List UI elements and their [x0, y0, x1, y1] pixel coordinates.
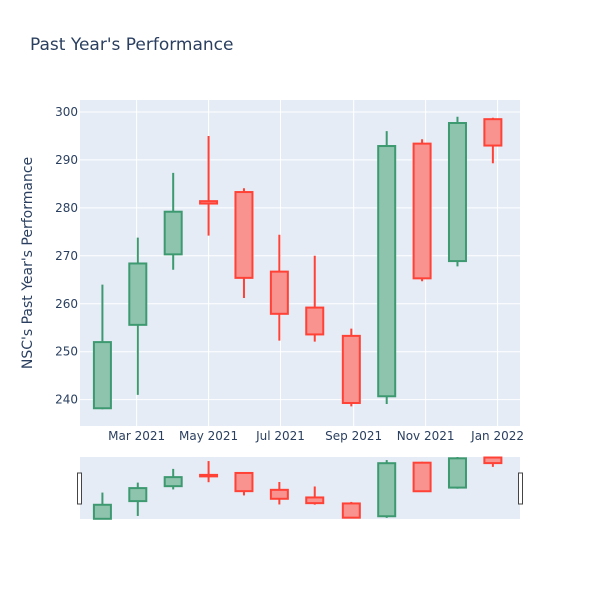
y-tick-label: 260 — [55, 297, 78, 311]
slider-candle-body — [412, 461, 432, 493]
y-tick-label: 300 — [55, 105, 78, 119]
slider-candle-increasing — [447, 457, 467, 489]
y-gridlines — [80, 111, 520, 401]
slider-candle-decreasing — [269, 482, 289, 505]
x-tick-labels: Mar 2021 May 2021 Jul 2021 Sep 2021 Nov 2021… — [108, 429, 524, 443]
candle-increasing[interactable] — [447, 116, 467, 267]
slider-candle-increasing — [92, 492, 112, 520]
slider-candle-increasing — [128, 482, 148, 516]
candle-decreasing[interactable] — [234, 188, 254, 298]
range-slider-right-handle[interactable] — [518, 472, 523, 505]
x-tick-label: Sep 2021 — [325, 429, 382, 443]
x-tick-label: Jan 2022 — [470, 429, 524, 443]
x-tick-label: Nov 2021 — [397, 429, 455, 443]
candle-body — [412, 142, 432, 280]
candle-body — [92, 341, 112, 410]
range-slider-left-handle[interactable] — [77, 472, 82, 505]
candle-increasing[interactable] — [128, 237, 148, 395]
candle-body — [163, 210, 183, 256]
slider-candle-increasing — [163, 468, 183, 490]
candle-body — [341, 334, 361, 404]
x-tick-label: May 2021 — [179, 429, 238, 443]
slider-candle-body — [199, 473, 219, 478]
y-tick-label: 270 — [55, 249, 78, 263]
slider-candle-body — [269, 488, 289, 500]
candle-decreasing[interactable] — [305, 255, 325, 342]
y-tick-label: 280 — [55, 201, 78, 215]
candle-body — [483, 118, 503, 147]
candle-body — [234, 191, 254, 279]
plot-area — [80, 100, 520, 426]
x-tick-label: Mar 2021 — [108, 429, 165, 443]
slider-candle-decreasing — [412, 461, 432, 493]
candle-body — [199, 200, 219, 205]
slider-candle-body — [92, 503, 112, 520]
slider-candle-body — [163, 476, 183, 488]
candle-body — [305, 306, 325, 336]
slider-candle-decreasing — [305, 486, 325, 505]
candle-decreasing[interactable] — [483, 117, 503, 164]
slider-candle-decreasing — [234, 471, 254, 496]
candle-body — [269, 270, 289, 315]
candle-decreasing[interactable] — [412, 139, 432, 282]
candle-body — [377, 145, 397, 398]
candle-increasing[interactable] — [377, 131, 397, 404]
slider-candle-body — [447, 457, 467, 489]
y-tick-labels: 240 250 260 270 280 290 300 — [55, 105, 78, 407]
candle-increasing[interactable] — [163, 172, 183, 270]
range-slider-candles — [92, 456, 503, 520]
slider-candle-decreasing — [483, 456, 503, 467]
range-slider-background[interactable] — [80, 457, 520, 519]
y-axis-label: NSC's Past Year's Performance — [20, 157, 36, 369]
candle-decreasing[interactable] — [199, 135, 219, 236]
y-tick-label: 290 — [55, 153, 78, 167]
slider-candle-body — [128, 487, 148, 503]
slider-candle-body — [234, 471, 254, 493]
slider-candle-body — [483, 456, 503, 465]
slider-candle-body — [377, 462, 397, 518]
chart-title: Past Year's Performance — [30, 35, 234, 55]
slider-candle-body — [341, 502, 361, 519]
candles-main — [92, 116, 503, 410]
candle-decreasing[interactable] — [341, 328, 361, 407]
slider-candle-increasing — [377, 460, 397, 518]
candle-increasing[interactable] — [92, 284, 112, 410]
y-tick-label: 240 — [55, 393, 78, 407]
candle-body — [447, 122, 467, 263]
slider-candle-decreasing — [199, 461, 219, 483]
slider-candle-body — [305, 496, 325, 505]
x-tick-label: Jul 2021 — [255, 429, 305, 443]
candle-body — [128, 262, 148, 326]
slider-candle-decreasing — [341, 501, 361, 519]
candle-decreasing[interactable] — [269, 234, 289, 341]
y-tick-label: 250 — [55, 345, 78, 359]
